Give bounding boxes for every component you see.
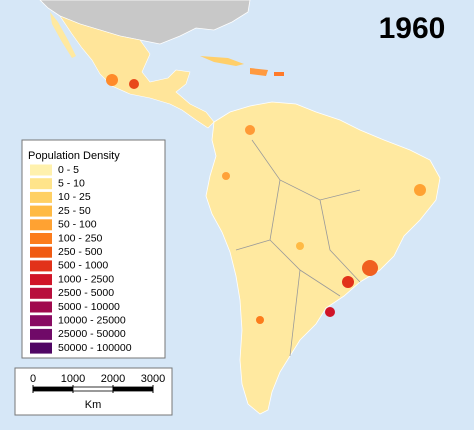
- legend-label: 10000 - 25000: [58, 314, 126, 326]
- year: 1960: [379, 12, 446, 45]
- legend-swatch: [30, 328, 52, 340]
- legend-swatch: [30, 205, 52, 217]
- legend-label: 10 - 25: [58, 191, 91, 203]
- legend-label: 100 - 250: [58, 232, 103, 244]
- legend-swatch: [30, 301, 52, 313]
- dense-area: [245, 125, 255, 135]
- legend-label: 0 - 5: [58, 164, 79, 176]
- legend-swatch: [30, 287, 52, 299]
- legend-swatch: [30, 178, 52, 190]
- legend-label: 5000 - 10000: [58, 301, 120, 313]
- legend-label: 250 - 500: [58, 246, 103, 258]
- dense-area: [325, 307, 335, 317]
- scale-segment: [112, 386, 154, 392]
- legend-label: 2500 - 5000: [58, 287, 114, 299]
- scale-segment: [32, 386, 74, 392]
- legend-label: 50 - 100: [58, 219, 97, 231]
- legend-label: 1000 - 2500: [58, 273, 114, 285]
- legend-label: 25 - 50: [58, 205, 91, 217]
- legend-title: Population Density: [28, 150, 120, 162]
- legend-label: 50000 - 100000: [58, 342, 132, 354]
- legend-swatch: [30, 246, 52, 258]
- legend-label: 25000 - 50000: [58, 328, 126, 340]
- legend-label: 5 - 10: [58, 177, 85, 189]
- legend-swatch: [30, 191, 52, 203]
- dense-area: [106, 74, 118, 86]
- scale-tick-label: 2000: [101, 373, 125, 385]
- dense-area: [342, 276, 354, 288]
- country-borders: [235, 139, 361, 357]
- dense-area: [222, 172, 230, 180]
- legend-swatch: [30, 233, 52, 244]
- legend-label: 500 - 1000: [58, 260, 108, 272]
- legend-swatch: [30, 274, 52, 286]
- scale-segment: [72, 386, 114, 392]
- hispaniola: [250, 68, 268, 76]
- legend-swatch: [30, 164, 52, 176]
- dense-area: [362, 260, 378, 276]
- scale-tick-label: 0: [30, 373, 36, 385]
- scale-bar: 0 1000 2000 3000: [30, 373, 165, 393]
- cuba: [200, 56, 244, 66]
- scale-bar-box: [14, 367, 173, 416]
- south-america: [205, 101, 441, 415]
- dense-area: [129, 79, 139, 89]
- puerto-rico: [274, 72, 284, 76]
- dense-area: [414, 184, 426, 196]
- dense-areas: [106, 74, 426, 324]
- legend-swatch: [30, 219, 52, 231]
- baja-california: [50, 12, 76, 58]
- scale-unit: Km: [85, 399, 102, 411]
- scale-tick-label: 3000: [141, 373, 165, 385]
- dense-area: [256, 316, 264, 324]
- legend-swatch: [30, 260, 52, 272]
- legend-swatch: [30, 342, 52, 354]
- dense-area: [296, 242, 304, 250]
- scale-tick-label: 1000: [61, 373, 85, 385]
- legend-swatch: [30, 315, 52, 327]
